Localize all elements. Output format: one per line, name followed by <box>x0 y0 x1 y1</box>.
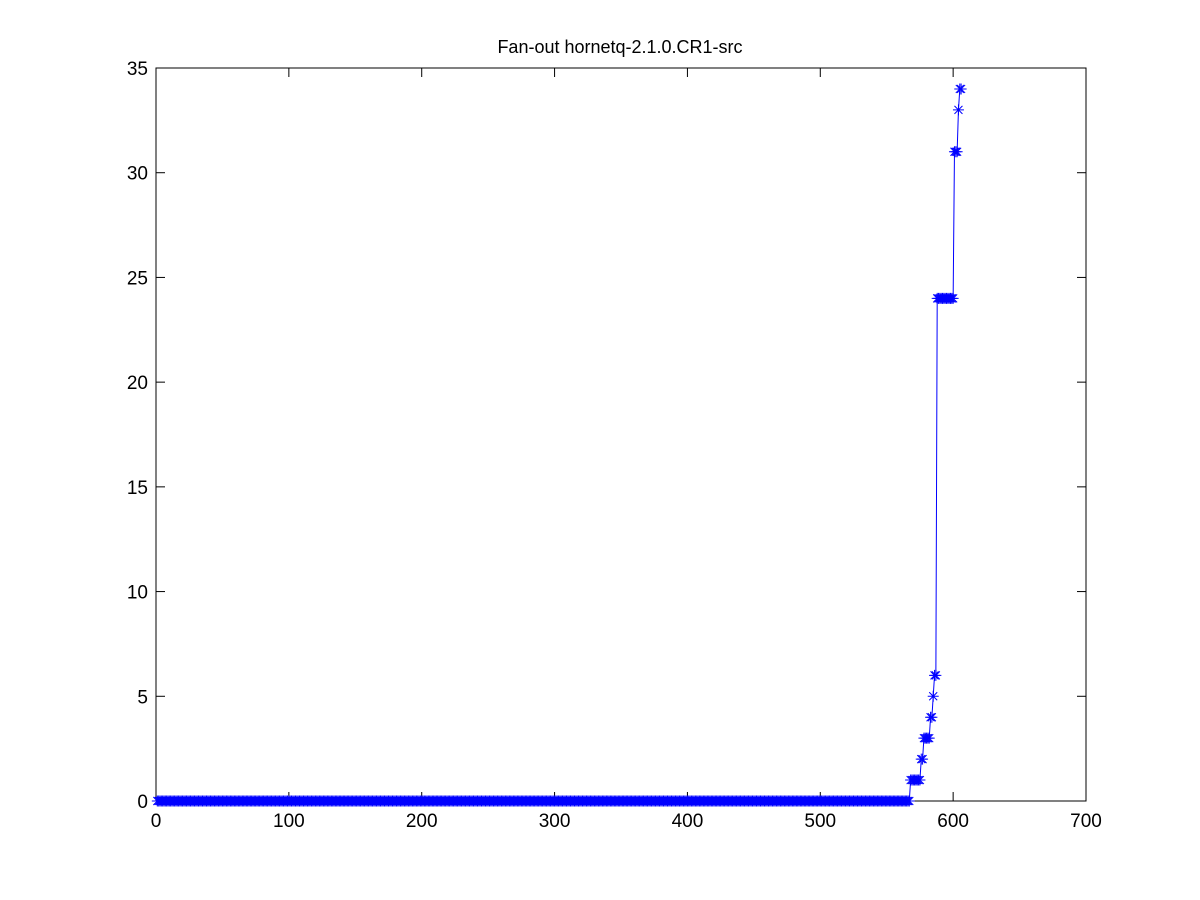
data-point-marker <box>952 104 964 116</box>
x-tick-label: 100 <box>273 811 305 832</box>
y-tick-label: 30 <box>127 164 148 185</box>
data-point-marker <box>923 732 935 744</box>
x-tick-label: 0 <box>151 811 162 832</box>
x-tick-label: 400 <box>672 811 704 832</box>
y-tick-label: 10 <box>127 583 148 604</box>
y-tick-label: 20 <box>127 373 148 394</box>
data-point-marker <box>930 669 942 681</box>
x-tick-label: 600 <box>937 811 969 832</box>
data-point-marker <box>903 795 915 807</box>
data-point-marker <box>917 753 929 765</box>
data-point-marker <box>914 774 926 786</box>
plot-area: 0 100 200 300 400 500 600 700 0 5 10 15 20 25 30 35 <box>127 59 1102 832</box>
data-point-marker <box>927 690 939 702</box>
y-tick-label: 5 <box>137 687 148 708</box>
data-point-marker <box>951 146 963 158</box>
x-tick-label: 700 <box>1070 811 1102 832</box>
y-tick-label: 15 <box>127 478 148 499</box>
chart-title: Fan-out hornetq-2.1.0.CR1-src <box>497 37 742 57</box>
y-tick-label: 35 <box>127 59 148 80</box>
series-line <box>157 88 962 802</box>
y-tick-label: 0 <box>137 792 148 813</box>
x-tick-label: 200 <box>406 811 438 832</box>
x-tick-label: 500 <box>804 811 836 832</box>
axes-box <box>155 67 1087 802</box>
data-point-marker <box>926 711 938 723</box>
data-point-marker <box>955 83 967 95</box>
y-tick-label: 25 <box>127 268 148 289</box>
x-tick-label: 300 <box>539 811 571 832</box>
data-point-marker <box>947 292 959 304</box>
